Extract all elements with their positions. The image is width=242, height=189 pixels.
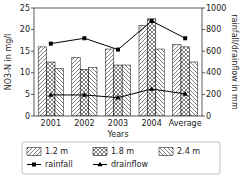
tick-label: 800 <box>206 25 221 34</box>
bar <box>55 68 63 116</box>
bar <box>139 25 147 116</box>
tick-label: 25 <box>20 4 30 13</box>
tick-label: 5 <box>25 90 30 99</box>
bar <box>38 47 46 116</box>
legend: 1.2 m 1.8 m 2.4 m rainfall drainflow <box>22 142 220 174</box>
bar <box>105 49 113 116</box>
bar <box>114 65 122 116</box>
bar <box>147 19 155 116</box>
tick-label: 0 <box>206 112 211 121</box>
marker <box>115 95 120 100</box>
legend-swatch <box>27 148 41 156</box>
tick <box>202 94 205 95</box>
marker <box>48 92 53 97</box>
marker <box>150 19 154 23</box>
chart: 0 5 10 15 20 25 0 200 400 600 800 1000 2001 2002 2003 2… <box>0 0 242 189</box>
tick <box>31 94 34 95</box>
tick <box>202 72 205 73</box>
legend-label: 1.8 m <box>111 147 134 156</box>
bar <box>80 69 88 116</box>
bar <box>189 62 197 116</box>
plot-frame <box>34 8 202 116</box>
tick-label: 1000 <box>206 4 226 13</box>
tick-label: 2002 <box>74 119 94 128</box>
bar <box>122 65 130 116</box>
marker <box>82 36 86 40</box>
legend-frame <box>22 142 220 174</box>
marks <box>38 19 198 116</box>
tick-label: 15 <box>20 47 30 56</box>
tick-label: 20 <box>20 25 30 34</box>
line <box>51 21 185 50</box>
y-label: NO3-N in mg/l <box>4 34 13 90</box>
tick <box>31 72 34 73</box>
tick <box>31 29 34 30</box>
tick-label: 200 <box>206 90 221 99</box>
tick-label: 2003 <box>108 119 128 128</box>
bar <box>47 62 55 116</box>
tick-label: 2001 <box>41 119 61 128</box>
tick-label: 600 <box>206 47 221 56</box>
legend-marker <box>97 162 102 167</box>
tick <box>31 8 34 9</box>
tick <box>202 29 205 30</box>
y2-label: rainfall/drainflow in mm <box>230 14 239 110</box>
tick-label: 0 <box>25 112 30 121</box>
marker <box>116 48 120 52</box>
legend-label: drainflow <box>111 160 148 169</box>
x-label: Years <box>106 130 128 139</box>
tick <box>31 116 34 117</box>
bar <box>173 45 181 116</box>
bar <box>72 58 80 116</box>
legend-label: rainfall <box>45 160 73 169</box>
legend-swatch <box>159 148 173 156</box>
legend-label: 1.2 m <box>45 147 68 156</box>
marker <box>49 42 53 46</box>
axes: 0 5 10 15 20 25 0 200 400 600 800 1000 2001 2002 2003 2… <box>4 4 239 140</box>
tick-label: 2004 <box>141 119 161 128</box>
legend-swatch <box>93 148 107 156</box>
marker <box>183 91 188 96</box>
bar <box>156 49 164 116</box>
marker <box>183 36 187 40</box>
bar <box>89 68 97 116</box>
tick <box>31 51 34 52</box>
marker <box>82 92 87 97</box>
legend-label: 2.4 m <box>177 147 200 156</box>
marker <box>149 86 154 91</box>
tick <box>202 116 205 117</box>
legend-marker <box>32 163 36 167</box>
tick-label: Average <box>169 119 202 128</box>
tick <box>202 51 205 52</box>
tick-label: 10 <box>20 68 30 77</box>
tick-label: 400 <box>206 68 221 77</box>
bar <box>181 47 189 116</box>
tick <box>202 8 205 9</box>
